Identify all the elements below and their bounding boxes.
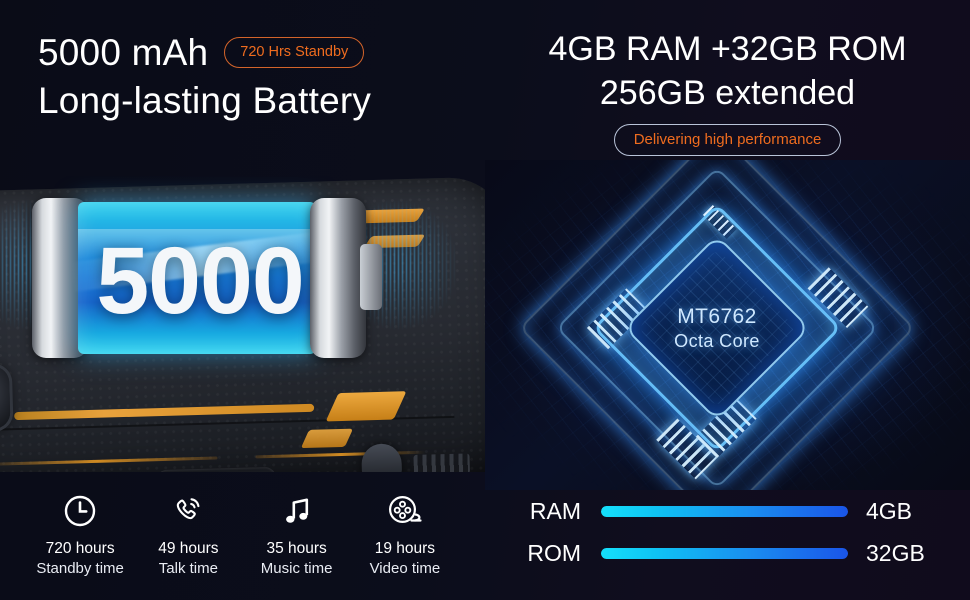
memory-bar-label: ROM — [527, 539, 581, 566]
performance-panel: MT6762 Octa Core 4GB RAM +32GB ROM 256GB… — [485, 0, 970, 600]
memory-bar-list: RAM 4GB ROM 32GB — [485, 490, 970, 574]
memory-bar-value: 32GB — [866, 539, 925, 566]
battery-title-line1: 5000 mAh — [38, 32, 209, 73]
battery-panel: 5000 5000 mAh 720 Hrs Standby Long-lasti… — [0, 0, 485, 600]
memory-bar-track — [601, 547, 848, 559]
spec-value: 49 hours — [158, 540, 219, 558]
rugged-phone-image: 5000 — [0, 176, 490, 472]
spec-item-video: 19 hours Video time — [351, 492, 459, 578]
memory-bar-rom: ROM 32GB — [515, 532, 934, 574]
standby-badge: 720 Hrs Standby — [224, 37, 365, 69]
music-note-icon — [281, 492, 313, 530]
battery-capacity-label: 5000 — [96, 227, 304, 334]
spec-label: Standby time — [36, 559, 124, 577]
film-reel-icon — [387, 492, 423, 530]
processor-chip-image: MT6762 Octa Core — [485, 160, 970, 490]
phone-orange-accent — [300, 428, 354, 449]
phone-grill — [413, 453, 470, 472]
spec-value: 720 hours — [45, 540, 115, 558]
memory-bar-fill — [601, 505, 848, 517]
performance-badge: Delivering high performance — [613, 124, 842, 157]
memory-bar-value: 4GB — [866, 497, 913, 524]
memory-bar-ram: RAM 4GB — [515, 490, 934, 532]
memory-bar-track — [601, 505, 848, 517]
spec-item-standby: 720 hours Standby time — [26, 492, 134, 578]
battery-cap-right — [310, 198, 382, 358]
spec-label: Music time — [260, 559, 333, 577]
chip-cores: Octa Core — [674, 330, 760, 351]
spec-item-music: 35 hours Music time — [243, 492, 351, 578]
chip-label: MT6762 Octa Core — [651, 262, 783, 394]
performance-title-line1: 4GB RAM +32GB ROM — [548, 30, 907, 68]
battery-spec-list: 720 hours Standby time 49 hours Talk tim… — [0, 492, 485, 578]
clock-icon — [63, 492, 97, 530]
phone-call-icon — [171, 492, 205, 530]
performance-title-line2: 256GB extended — [599, 73, 856, 112]
spec-value: 19 hours — [374, 540, 436, 558]
spec-label: Video time — [369, 559, 441, 577]
memory-bar-fill — [601, 547, 848, 559]
battery-title-line2: Long-lasting Battery — [38, 80, 372, 122]
memory-bar-label: RAM — [529, 497, 581, 524]
chip-model: MT6762 — [677, 304, 757, 328]
spec-value: 35 hours — [266, 540, 327, 558]
spec-label: Talk time — [158, 559, 218, 577]
phone-orange-accent — [325, 391, 407, 422]
performance-heading-block: 4GB RAM +32GB ROM 256GB extended Deliver… — [485, 0, 970, 157]
spec-item-talk: 49 hours Talk time — [134, 492, 242, 578]
battery-graphic: 5000 — [32, 198, 382, 358]
battery-heading-block: 5000 mAh 720 Hrs Standby Long-lasting Ba… — [0, 0, 485, 123]
